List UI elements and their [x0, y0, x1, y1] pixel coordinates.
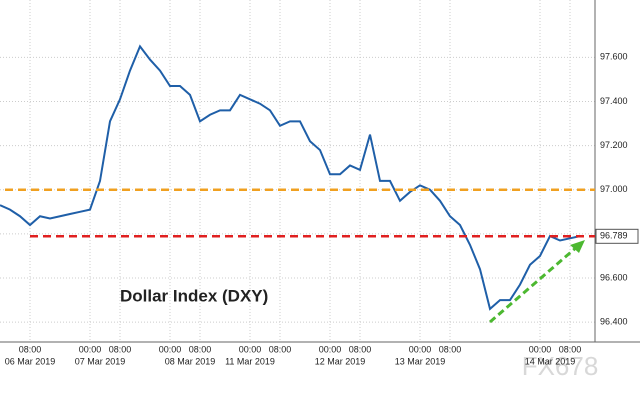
price-tag-label: 96.789 [600, 231, 628, 241]
price-line [0, 44, 581, 311]
date-label: 12 Mar 2019 [315, 356, 366, 366]
x-tick-label: 08:00 [189, 344, 212, 354]
date-label: 13 Mar 2019 [395, 356, 446, 366]
y-tick-label: 97.200 [600, 140, 628, 150]
x-tick-label: 00:00 [529, 344, 552, 354]
x-tick-label: 08:00 [349, 344, 372, 354]
y-tick-label: 97.600 [600, 52, 628, 62]
x-tick-label: 08:00 [439, 344, 462, 354]
x-tick-label: 00:00 [409, 344, 432, 354]
x-tick-label: 00:00 [79, 344, 102, 354]
x-tick-label: 08:00 [19, 344, 42, 354]
x-tick-label: 08:00 [269, 344, 292, 354]
watermark: FX678 [522, 351, 599, 381]
x-tick-label: 08:00 [109, 344, 132, 354]
x-tick-label: 00:00 [159, 344, 182, 354]
date-label: 08 Mar 2019 [165, 356, 216, 366]
y-tick-label: 97.000 [600, 184, 628, 194]
date-label: 14 Mar 2019 [525, 356, 576, 366]
y-tick-label: 97.400 [600, 96, 628, 106]
date-label: 06 Mar 2019 [5, 356, 56, 366]
date-label: 11 Mar 2019 [225, 356, 275, 366]
trend-arrow [489, 244, 579, 324]
annotation: Dollar Index (DXY) [120, 286, 268, 305]
x-tick-label: 00:00 [239, 344, 262, 354]
arrow-head [570, 240, 585, 253]
price-tag [595, 228, 639, 244]
x-tick-label: 08:00 [559, 344, 582, 354]
y-tick-label: 96.600 [600, 272, 628, 282]
y-tick-label: 96.400 [600, 317, 628, 327]
x-tick-label: 00:00 [319, 344, 342, 354]
date-label: 07 Mar 2019 [75, 356, 126, 366]
